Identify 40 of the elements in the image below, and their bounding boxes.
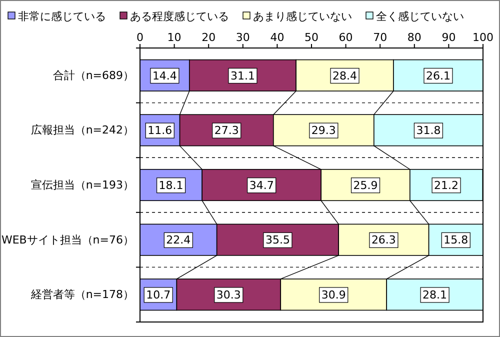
x-tick-label: 80 <box>407 31 422 44</box>
data-label: 35.5 <box>265 234 290 247</box>
legend-label: 非常に感じている <box>18 10 106 23</box>
data-label: 27.3 <box>214 124 239 138</box>
data-label: 21.2 <box>434 178 459 192</box>
data-label: 30.9 <box>321 288 346 302</box>
x-tick-label: 30 <box>236 31 250 44</box>
legend-label: あまり感じていない <box>253 10 352 23</box>
legend-label: ある程度感じている <box>130 10 229 23</box>
x-tick-label: 70 <box>373 31 388 44</box>
data-label: 30.3 <box>216 288 241 302</box>
data-label: 28.4 <box>332 69 358 82</box>
data-label: 11.6 <box>148 124 172 138</box>
x-tick-label: 60 <box>338 31 353 44</box>
y-tick-label: 合計（n=689） <box>52 68 134 82</box>
x-tick-label: 10 <box>167 31 182 44</box>
x-tick-label: 90 <box>442 31 456 44</box>
y-tick-label: WEBサイト担当（n=76） <box>1 233 134 246</box>
data-label: 29.3 <box>311 124 336 138</box>
data-label: 18.1 <box>158 178 184 192</box>
x-tick-label: 0 <box>136 31 144 44</box>
data-label: 31.1 <box>230 69 255 82</box>
legend-label: 全く感じていない <box>376 10 464 23</box>
y-tick-label: 広報担当（n=242） <box>30 124 134 137</box>
data-label: 10.7 <box>146 288 171 302</box>
x-tick-label: 40 <box>270 31 284 44</box>
data-label: 14.4 <box>152 69 177 82</box>
x-tick-label: 100 <box>472 31 494 44</box>
data-label: 28.1 <box>422 288 448 302</box>
y-tick-label: 宣伝担当（n=193） <box>30 178 134 192</box>
x-tick-label: 50 <box>304 31 318 44</box>
y-tick-label: 経営者等（n=178） <box>30 288 134 302</box>
data-label: 26.3 <box>371 234 396 247</box>
x-tick-label: 20 <box>202 31 216 44</box>
data-label: 25.9 <box>353 178 378 192</box>
data-label: 26.1 <box>426 69 450 82</box>
data-label: 31.8 <box>416 124 441 138</box>
data-label: 22.4 <box>166 234 191 247</box>
data-label: 34.7 <box>249 178 274 192</box>
data-label: 15.8 <box>444 234 468 247</box>
